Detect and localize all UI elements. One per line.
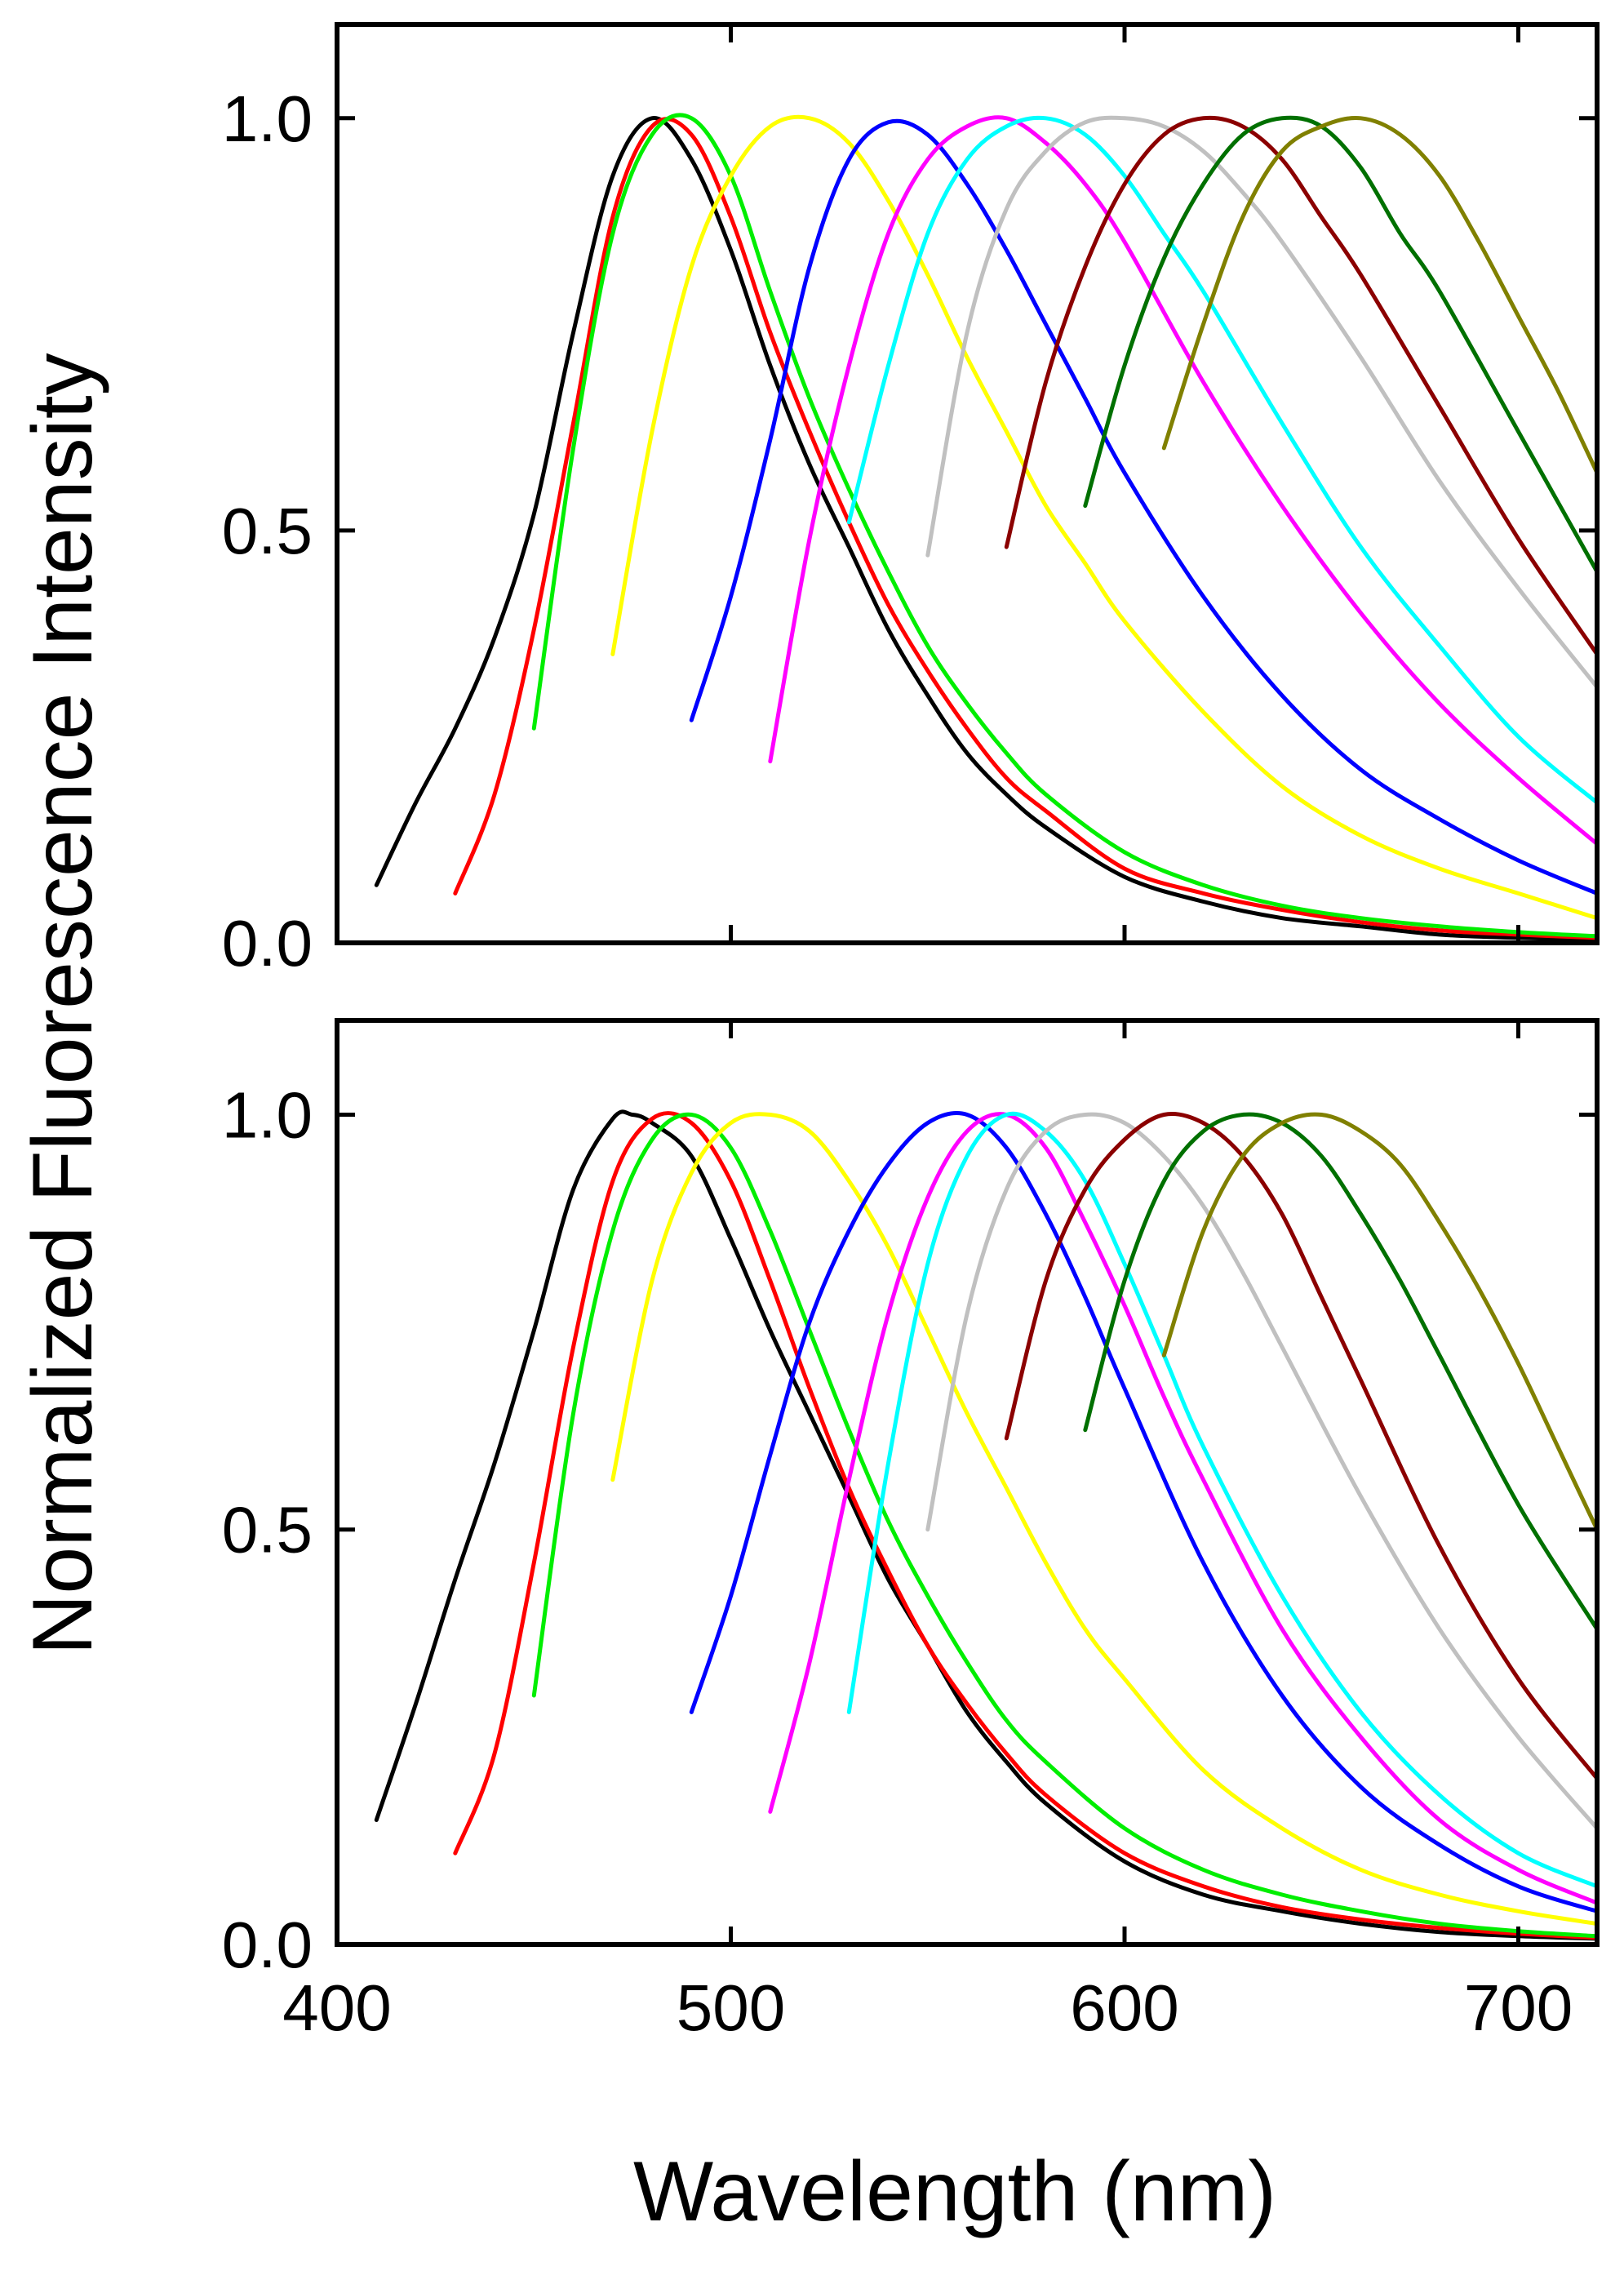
top-series-green	[531, 113, 1600, 939]
x-axis-title: Wavelength (nm)	[633, 2144, 1276, 2239]
top-series-olive	[1161, 115, 1600, 475]
bottom-x-tick-label: 600	[1070, 1971, 1178, 2044]
top-series-gray	[925, 115, 1600, 690]
bottom-series-yellow	[610, 1112, 1600, 1927]
bottom-series-olive	[1161, 1112, 1600, 1532]
top-panel: 0.0 0.5 1.0	[222, 22, 1600, 980]
bottom-x-tick-label: 700	[1464, 1971, 1573, 2044]
y-axis-title: Normalized Fluorescence Intensity	[16, 353, 110, 1655]
bottom-series-dark-green	[1083, 1112, 1600, 1632]
bottom-series-blue	[689, 1111, 1600, 1913]
top-series-magenta	[768, 115, 1600, 847]
bottom-series-green	[531, 1112, 1600, 1939]
bottom-x-tick-label: 500	[677, 1971, 785, 2044]
top-y-tick-label: 0.0	[222, 907, 313, 980]
bottom-y-tick-label: 1.0	[222, 1078, 313, 1151]
bottom-plot-frame	[335, 1018, 1600, 1947]
bottom-y-tick-label: 0.0	[222, 1909, 313, 1981]
top-plot-frame	[335, 22, 1600, 945]
top-series-yellow	[610, 114, 1600, 921]
top-series-red	[453, 117, 1600, 940]
top-y-tick-label: 1.0	[222, 82, 313, 155]
top-series-cyan	[846, 115, 1600, 805]
top-y-tick-label: 0.5	[222, 495, 313, 567]
bottom-y-tick-label: 0.5	[222, 1494, 313, 1567]
top-series-dark-red	[1004, 115, 1600, 656]
bottom-series-black	[374, 1109, 1600, 1941]
bottom-series-gray	[925, 1112, 1600, 1831]
bottom-x-tick-label: 400	[282, 1971, 391, 2044]
top-series-dark-green	[1083, 115, 1600, 574]
bottom-series-dark-red	[1004, 1111, 1600, 1781]
top-series-blue	[689, 118, 1600, 896]
bottom-series-magenta	[768, 1112, 1600, 1905]
bottom-panel: 0.0 0.5 1.0 400 500 600 700	[222, 1018, 1600, 2044]
top-series-black	[374, 116, 1600, 942]
